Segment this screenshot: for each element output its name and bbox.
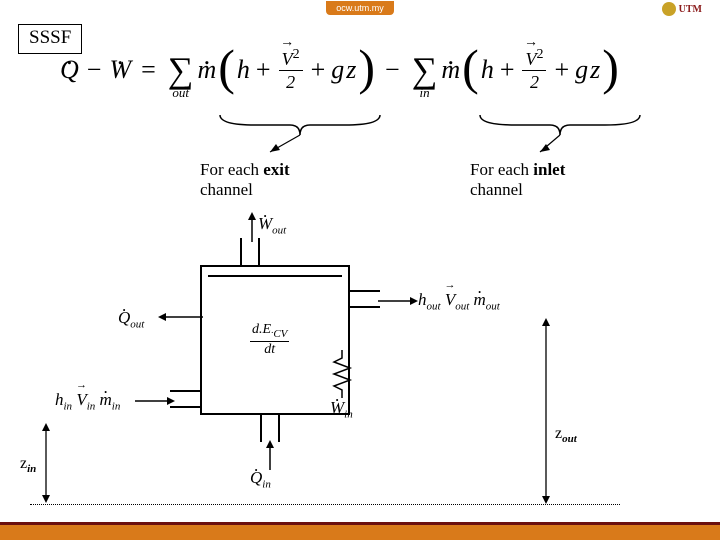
op-plus-2: + xyxy=(311,55,326,85)
footer-bar xyxy=(0,522,720,540)
rparen-out: ) xyxy=(358,52,375,82)
zout-sub: out xyxy=(562,433,577,445)
hin-sub3: in xyxy=(112,400,121,412)
title-text: SSSF xyxy=(29,27,71,48)
label-zout: zout xyxy=(555,425,577,445)
op-minus: − xyxy=(87,55,102,85)
frac-v2-out: V2 2 xyxy=(279,48,303,91)
arrow-hin xyxy=(135,394,175,412)
sigma-in-sub: in xyxy=(419,85,429,101)
ocw-tag: ocw.utm.my xyxy=(326,1,394,15)
sigma-out: ∑out xyxy=(168,49,194,91)
cv-inner-line xyxy=(208,275,342,277)
wout-sub: out xyxy=(272,224,286,236)
annot-exit-bold: exit xyxy=(263,160,289,179)
hout-sub3: out xyxy=(486,300,500,312)
lparen-out: ( xyxy=(218,52,235,82)
pipe-bottom xyxy=(260,415,280,442)
label-qin: Qin xyxy=(250,468,271,490)
rparen-in: ) xyxy=(602,52,619,82)
zin-sub: in xyxy=(27,463,36,475)
qout-sub: out xyxy=(130,318,144,330)
label-qout: Qout xyxy=(118,308,144,330)
hin-sub1: in xyxy=(64,400,73,412)
hout-h: h xyxy=(418,290,427,309)
den-2-in: 2 xyxy=(530,71,539,91)
arrow-zout xyxy=(540,318,552,509)
sym-Wdot: W xyxy=(109,55,131,85)
lparen-in: ( xyxy=(462,52,479,82)
hout-m: m xyxy=(474,290,486,310)
den-2-out: 2 xyxy=(286,71,295,91)
label-hin: hin Vin min xyxy=(55,390,120,412)
sym-g-in: g xyxy=(575,55,588,85)
sym-mdot-out: m xyxy=(197,55,216,85)
sym-g-out: g xyxy=(331,55,344,85)
dEcv-dt: dt xyxy=(264,342,275,358)
page-header: ocw.utm.my UTM xyxy=(0,0,720,16)
brace-inlet xyxy=(470,110,650,155)
op-eq: = xyxy=(141,55,156,85)
sym-h-in: h xyxy=(481,55,494,85)
sym-z-out: z xyxy=(346,55,356,85)
hin-m: m xyxy=(100,390,112,410)
frac-v2-in: V2 2 xyxy=(522,48,546,91)
sym-V-in: V xyxy=(525,50,536,68)
wout-sym: W xyxy=(258,214,272,234)
utm-brand-text: UTM xyxy=(679,4,702,15)
annot-inlet-1: For each xyxy=(470,160,533,179)
qout-sym: Q xyxy=(118,308,130,328)
hin-sub2: in xyxy=(87,400,96,412)
brace-exit xyxy=(210,110,390,155)
utm-logo: UTM xyxy=(662,2,702,16)
annot-inlet-bold: inlet xyxy=(533,160,565,179)
label-zin: zin xyxy=(20,455,36,475)
sigma-in: ∑in xyxy=(412,49,438,91)
sym-h-out: h xyxy=(237,55,250,85)
sym-mdot-in: m xyxy=(441,55,460,85)
sigma-out-sub: out xyxy=(172,85,189,101)
arrow-wout xyxy=(246,212,258,247)
sym-V-out: V xyxy=(282,50,293,68)
annot-exit-1: For each xyxy=(200,160,263,179)
datum-line xyxy=(30,504,620,505)
win-sym: W xyxy=(330,398,344,418)
annot-inlet-2: channel xyxy=(470,180,523,199)
op-minus-2: − xyxy=(385,55,400,85)
label-win: Win xyxy=(330,398,353,420)
arrow-zin xyxy=(40,423,52,508)
op-plus-4: + xyxy=(554,55,569,85)
op-plus-3: + xyxy=(500,55,515,85)
hout-sub1: out xyxy=(427,300,441,312)
win-sub: in xyxy=(344,408,353,420)
arrow-qout xyxy=(158,310,203,328)
qin-sub: in xyxy=(262,478,271,490)
hin-v: V xyxy=(76,390,86,410)
qin-sym: Q xyxy=(250,468,262,488)
sym-Qdot: Q xyxy=(60,55,79,85)
hout-sub2: out xyxy=(455,300,469,312)
utm-crest-icon xyxy=(662,2,676,16)
dEcv-num: d.E xyxy=(252,322,271,337)
annot-exit-2: channel xyxy=(200,180,253,199)
annot-inlet: For each inlet channel xyxy=(470,160,565,200)
arrow-hout xyxy=(378,294,418,312)
pipe-right xyxy=(350,290,380,308)
hout-v: V xyxy=(445,290,455,310)
sym-z-in: z xyxy=(590,55,600,85)
energy-equation: Q − W = ∑out m ( h + V2 2 + gz ) − ∑in m… xyxy=(60,48,619,91)
op-plus-1: + xyxy=(256,55,271,85)
annot-exit: For each exit channel xyxy=(200,160,290,200)
dEcv-cv: CV xyxy=(273,328,287,340)
label-dEcv: d.E.CV dt xyxy=(250,323,289,358)
hin-h: h xyxy=(55,390,64,409)
label-wout: Wout xyxy=(258,214,286,236)
label-hout: hout Vout mout xyxy=(418,290,500,312)
